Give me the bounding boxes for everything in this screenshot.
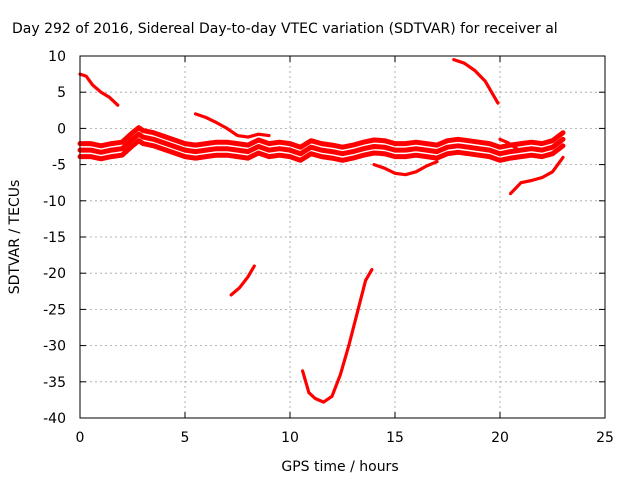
y-tick-label: 0 xyxy=(57,121,66,137)
series-0-band-line xyxy=(77,138,566,163)
series-0-band-line xyxy=(77,131,566,157)
data-traces xyxy=(77,57,566,404)
y-tick-labels: 10 5 0 -5 -10 -15 -20 -25 -30 -35 -40 xyxy=(43,49,66,427)
series-7-line xyxy=(508,155,565,196)
x-tick-label: 0 xyxy=(76,430,85,446)
y-tick-label: -40 xyxy=(43,411,66,427)
x-tick-labels: 0 5 10 15 20 25 xyxy=(76,430,614,446)
series-4-line xyxy=(301,268,374,404)
series-5-line xyxy=(372,160,439,177)
series-3-line xyxy=(229,264,256,297)
series-6-line xyxy=(452,57,500,105)
x-tick-label: 5 xyxy=(181,430,190,446)
y-tick-label: -35 xyxy=(43,375,66,391)
y-tick-label: 10 xyxy=(48,49,66,65)
series-2-line xyxy=(193,112,271,139)
y-axis-label: SDTVAR / TECUs xyxy=(7,180,23,295)
grid xyxy=(80,56,605,418)
x-axis-label: GPS time / hours xyxy=(281,459,398,475)
series-8-line xyxy=(498,137,519,151)
series-0-band-line xyxy=(77,125,566,150)
x-tick-label: 15 xyxy=(386,430,404,446)
chart-title: Day 292 of 2016, Sidereal Day-to-day VTE… xyxy=(12,21,558,37)
x-tick-label: 25 xyxy=(596,430,614,446)
ticks xyxy=(79,55,606,419)
y-tick-label: -15 xyxy=(43,230,66,246)
y-tick-label: 5 xyxy=(57,85,66,101)
series-1-line xyxy=(78,72,120,107)
y-tick-label: -25 xyxy=(43,302,66,318)
x-tick-label: 20 xyxy=(491,430,509,446)
y-tick-label: -10 xyxy=(43,194,66,210)
y-tick-label: -20 xyxy=(43,266,66,282)
y-tick-label: -30 xyxy=(43,339,66,355)
x-tick-label: 10 xyxy=(281,430,299,446)
y-tick-label: -5 xyxy=(52,158,66,174)
